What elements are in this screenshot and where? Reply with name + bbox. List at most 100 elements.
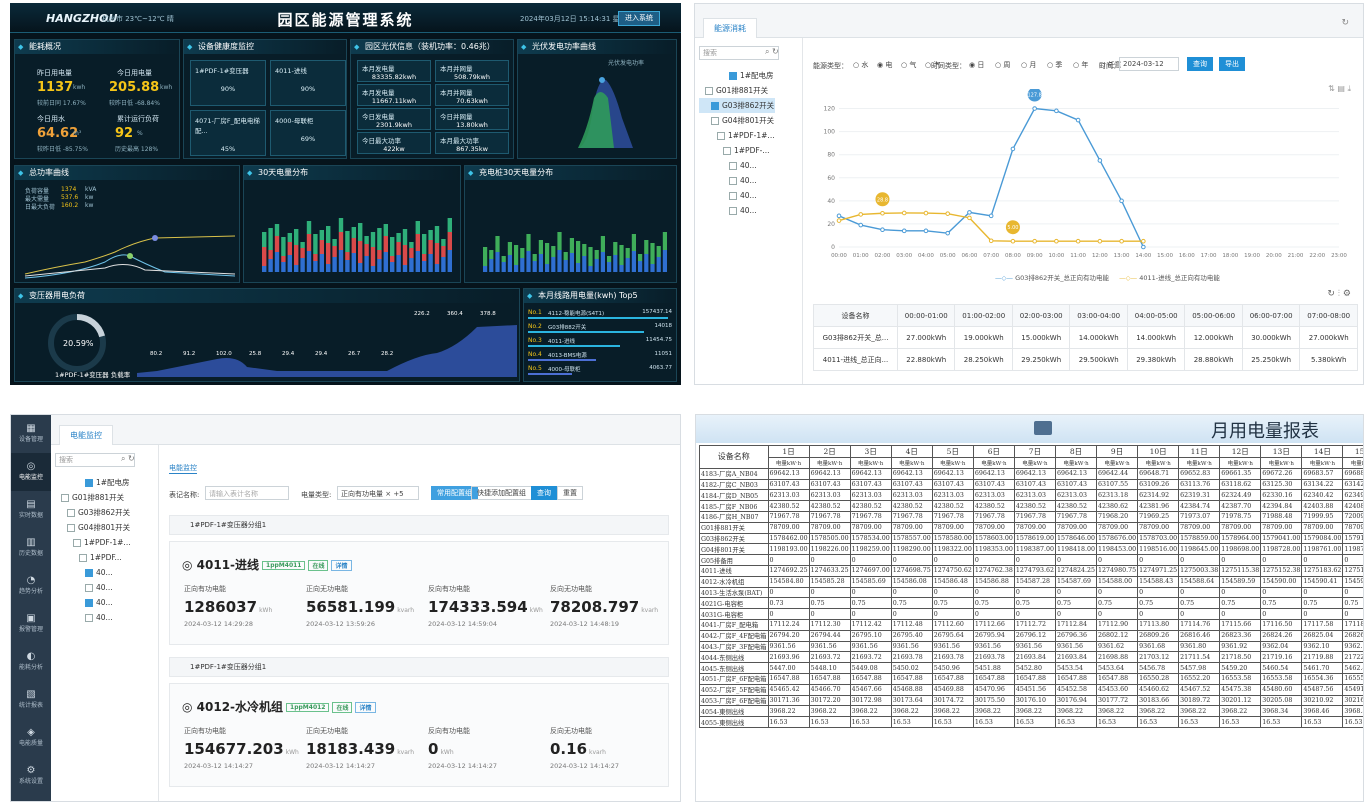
checkbox[interactable] (717, 132, 725, 140)
tree-node[interactable]: 1#PDF-1#... (55, 535, 131, 550)
radio-option[interactable]: ○ 年 (1073, 61, 1089, 69)
tree-node[interactable]: G01排881开关 (55, 490, 131, 505)
data-point[interactable] (1119, 198, 1124, 204)
nav-item[interactable]: ▣ 报警管理 (11, 605, 51, 643)
nav-item[interactable]: ◔ 趋势分析 (11, 567, 51, 605)
radio-option[interactable]: ○ 水 (853, 61, 869, 69)
data-point[interactable] (1097, 238, 1103, 244)
tree-node[interactable]: 40... (55, 565, 131, 580)
data-point[interactable] (901, 210, 907, 216)
checkbox[interactable] (85, 614, 93, 622)
enter-system-button[interactable]: 进入系统 (618, 11, 660, 26)
checkbox[interactable] (73, 539, 81, 547)
meter-name-input[interactable]: 请输入表计名称 (205, 486, 289, 500)
tree-node[interactable]: 1#PDF-1#... (699, 128, 775, 143)
checkbox[interactable] (85, 599, 93, 607)
data-point[interactable] (1141, 244, 1146, 250)
tab-energy-consumption[interactable]: 能源消耗 (703, 18, 757, 38)
print-icon[interactable] (1034, 421, 1052, 435)
refresh-icon[interactable]: ↻ (1341, 18, 1349, 28)
data-point[interactable] (901, 228, 907, 234)
export-button[interactable]: 导出 (1219, 57, 1245, 71)
radio-option[interactable]: ○ 任意 (1099, 61, 1122, 69)
tree-node[interactable]: 40... (699, 173, 775, 188)
detail-badge[interactable]: 详情 (331, 560, 352, 571)
data-point[interactable] (967, 210, 972, 215)
tree-node[interactable]: 1#配电房 (699, 68, 775, 83)
checkbox[interactable] (711, 102, 719, 110)
nav-item[interactable]: ▤ 实时数据 (11, 491, 51, 529)
data-point[interactable] (1075, 238, 1081, 244)
nav-item[interactable]: ▧ 统计报表 (11, 681, 51, 719)
data-point[interactable] (988, 213, 994, 219)
checkbox[interactable] (85, 569, 93, 577)
data-point[interactable] (1032, 106, 1037, 111)
tree-node[interactable]: 40... (699, 158, 775, 173)
tree-node[interactable]: 40... (699, 203, 775, 218)
radio-option[interactable]: ○ 季 (1047, 61, 1063, 69)
nav-item[interactable]: ▦ 设备管理 (11, 415, 51, 453)
nav-item[interactable]: ◐ 能耗分析 (11, 643, 51, 681)
query-button[interactable]: 查询 (531, 486, 557, 500)
checkbox[interactable] (729, 177, 737, 185)
data-point[interactable] (923, 210, 929, 216)
data-point[interactable] (858, 212, 864, 217)
radio-option[interactable]: ○ 汽 (925, 61, 941, 69)
tree-node[interactable]: 40... (699, 188, 775, 203)
tab-power-monitor[interactable]: 电能监控 (59, 425, 113, 445)
detail-badge[interactable]: 详情 (355, 702, 376, 713)
data-point[interactable] (1032, 238, 1037, 244)
data-point[interactable] (1010, 238, 1016, 244)
checkbox[interactable] (729, 192, 737, 200)
data-point[interactable] (836, 213, 842, 219)
data-point[interactable] (988, 238, 994, 244)
checkbox[interactable] (729, 162, 737, 170)
nav-item[interactable]: ▥ 历史数据 (11, 529, 51, 567)
data-point[interactable] (1054, 238, 1059, 244)
tree-node[interactable]: 1#PDF... (55, 550, 131, 565)
checkbox[interactable] (67, 524, 75, 532)
radio-option[interactable]: ◉ 电 (877, 61, 893, 69)
tree-node[interactable]: 40... (55, 595, 131, 610)
radio-option[interactable]: ○ 气 (901, 61, 917, 69)
checkbox[interactable] (85, 479, 93, 487)
data-point[interactable] (1141, 238, 1146, 244)
nav-item[interactable]: ◈ 电能质量 (11, 719, 51, 757)
checkbox[interactable] (79, 554, 87, 562)
group-header[interactable]: 1#PDF-1#变压器分组1 (169, 657, 669, 677)
checkbox[interactable] (723, 147, 731, 155)
nav-item[interactable]: ◎ 电能监控 (11, 453, 51, 491)
checkbox[interactable] (711, 117, 719, 125)
common-group-button[interactable]: 常用配置组 (431, 486, 478, 500)
tree-node[interactable]: G03排862开关 (699, 98, 775, 113)
data-point[interactable] (945, 211, 950, 216)
data-point[interactable] (858, 222, 864, 228)
search-icon[interactable]: ⌕ ↻ (765, 47, 779, 56)
tree-node[interactable]: 1#配电房 (55, 475, 131, 490)
data-point[interactable] (880, 227, 885, 232)
tree-node[interactable]: 40... (55, 610, 131, 625)
search-input[interactable]: 搜索 (699, 46, 779, 60)
checkbox[interactable] (705, 87, 713, 95)
data-point[interactable] (967, 215, 972, 221)
energy-type-select[interactable]: 正向有功电量 × +5 (337, 486, 419, 500)
tree-node[interactable]: G04排801开关 (55, 520, 131, 535)
radio-option[interactable]: ◉ 日 (969, 61, 985, 69)
query-button[interactable]: 查询 (1187, 57, 1213, 71)
date-picker[interactable]: 2024-03-12 (1119, 57, 1179, 71)
data-point[interactable] (1075, 117, 1081, 123)
search-icon[interactable]: ⌕ ↻ (121, 454, 135, 463)
data-point[interactable] (923, 228, 929, 234)
data-point[interactable] (1119, 238, 1124, 244)
nav-item[interactable]: ⚙ 系统设置 (11, 757, 51, 795)
table-tools-icon[interactable]: ↻ ⫶ ⚙ (1327, 289, 1351, 299)
data-point[interactable] (880, 210, 885, 216)
data-point[interactable] (945, 230, 950, 236)
data-point[interactable] (836, 218, 842, 223)
data-point[interactable] (1097, 158, 1103, 163)
tree-node[interactable]: G01排881开关 (699, 83, 775, 98)
tree-node[interactable]: G04排801开关 (699, 113, 775, 128)
tree-node[interactable]: G03排862开关 (55, 505, 131, 520)
radio-option[interactable]: ○ 周 (995, 61, 1011, 69)
quick-add-button[interactable]: 快捷添加配置组 (471, 486, 532, 500)
